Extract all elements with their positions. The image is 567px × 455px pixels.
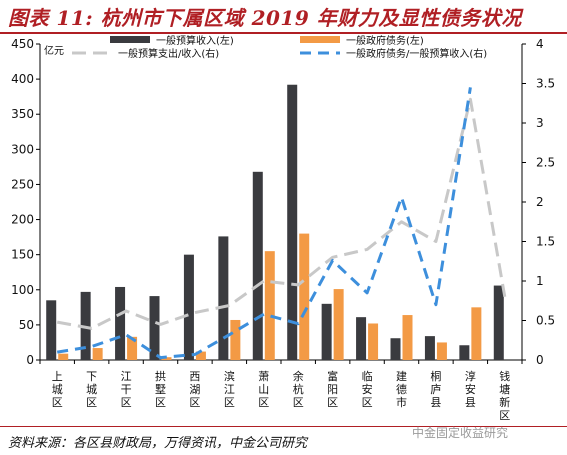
category-label: 桐庐县 <box>430 369 441 409</box>
debt-bar <box>299 233 310 360</box>
debt-bar <box>92 348 103 360</box>
title-divider <box>0 32 567 34</box>
debt-bar <box>402 315 413 360</box>
left-tick-label: 350 <box>11 107 34 121</box>
source-divider <box>0 426 567 427</box>
right-tick-label: 0 <box>536 353 544 367</box>
debt-bar <box>195 351 206 360</box>
left-tick-label: 50 <box>19 318 34 332</box>
left-tick-label: 0 <box>26 353 34 367</box>
category-label: 建德市 <box>396 369 407 409</box>
chart-lines <box>56 87 507 360</box>
revenue-bar <box>390 338 401 360</box>
revenue-bar <box>459 345 470 360</box>
revenue-bar <box>287 84 298 361</box>
right-tick-label: 4 <box>536 37 544 51</box>
category-label: 江干区 <box>121 370 132 409</box>
legend-revenue-label: 一般预算收入(左) <box>156 34 234 47</box>
debt-bar <box>161 357 172 360</box>
category-label: 滨江区 <box>224 369 235 409</box>
left-tick-label: 300 <box>11 142 34 156</box>
right-tick-label: 3 <box>536 116 544 130</box>
revenue-bar <box>46 300 57 360</box>
category-labels: 上城区 下城区 江干区 拱墅区 西湖区 滨江区 萧山区 余杭区 富阳区 临安区 建德市 桐庐县 淳安县 钱… <box>52 369 511 422</box>
expenditure-ratio-line <box>56 97 507 330</box>
right-tick-label: 2 <box>536 195 544 209</box>
category-label: 钱塘新区 <box>499 369 510 422</box>
debt-bar <box>368 323 379 360</box>
left-tick-label: 200 <box>11 213 34 227</box>
category-label: 富阳区 <box>327 369 338 409</box>
category-label: 西湖区 <box>189 370 200 409</box>
revenue-bar <box>183 254 194 360</box>
legend-debt-label: 一般政府债务(左) <box>346 34 424 47</box>
left-tick-label: 100 <box>11 283 34 297</box>
category-label: 临安区 <box>362 369 373 409</box>
revenue-bar <box>356 317 367 360</box>
right-tick-label: 1 <box>536 274 544 288</box>
right-tick-label: 0.5 <box>536 314 555 328</box>
left-tick-label: 250 <box>11 177 34 191</box>
category-label: 拱墅区 <box>155 369 166 409</box>
debt-bar <box>333 289 344 360</box>
category-label: 下城区 <box>86 370 97 409</box>
right-tick-label: 2.5 <box>536 156 555 170</box>
debt-bar <box>230 319 241 360</box>
right-tick-label: 3.5 <box>536 77 555 91</box>
left-tick-label: 150 <box>11 248 34 262</box>
debt-bar <box>436 342 447 360</box>
legend-expenditure-ratio-label: 一般预算支出/收入(右) <box>118 47 219 60</box>
category-label: 余杭区 <box>293 369 304 409</box>
debt-bar <box>471 307 482 360</box>
category-label: 萧山区 <box>258 370 269 409</box>
revenue-bar <box>424 336 435 360</box>
category-label: 上城区 <box>52 370 63 409</box>
chart-axes: 0 50 100 150 200 250 300 350 400 450 0 0.5 1 1.5 2 2.5 3… <box>11 37 555 367</box>
debt-bar <box>264 251 275 360</box>
left-tick-label: 450 <box>11 37 34 51</box>
legend-debt-ratio-label: 一般政府债务/一般预算收入(右) <box>346 47 487 60</box>
revenue-bar <box>252 171 263 360</box>
legend-revenue-swatch <box>110 36 150 43</box>
debt-bar <box>127 336 138 360</box>
revenue-bar <box>321 303 332 360</box>
left-tick-label: 400 <box>11 72 34 86</box>
chart-svg: 0 50 100 150 200 250 300 350 400 450 0 0.5 1 1.5 2 2.5 3… <box>11 34 555 422</box>
unit-label: 亿元 <box>44 44 64 57</box>
revenue-bar <box>115 286 126 360</box>
debt-bar <box>58 353 69 360</box>
category-label: 淳安县 <box>465 369 476 409</box>
source-note: 资料来源：各区县财政局，万得资讯，中金公司研究 <box>8 436 308 451</box>
revenue-bar <box>218 236 229 360</box>
legend-debt-swatch <box>300 36 340 43</box>
chart-legend: 一般预算收入(左) 一般政府债务(左) 一般预算支出/收入(右) 一般政府债务/一般预… <box>72 34 487 60</box>
chart-title: 图表 11: 杭州市下属区域 2019 年财力及显性债务状况 <box>8 6 522 30</box>
watermark: 中金固定收益研究 <box>412 426 509 440</box>
right-tick-label: 1.5 <box>536 235 555 249</box>
revenue-bar <box>493 285 504 360</box>
revenue-bar <box>149 296 160 360</box>
